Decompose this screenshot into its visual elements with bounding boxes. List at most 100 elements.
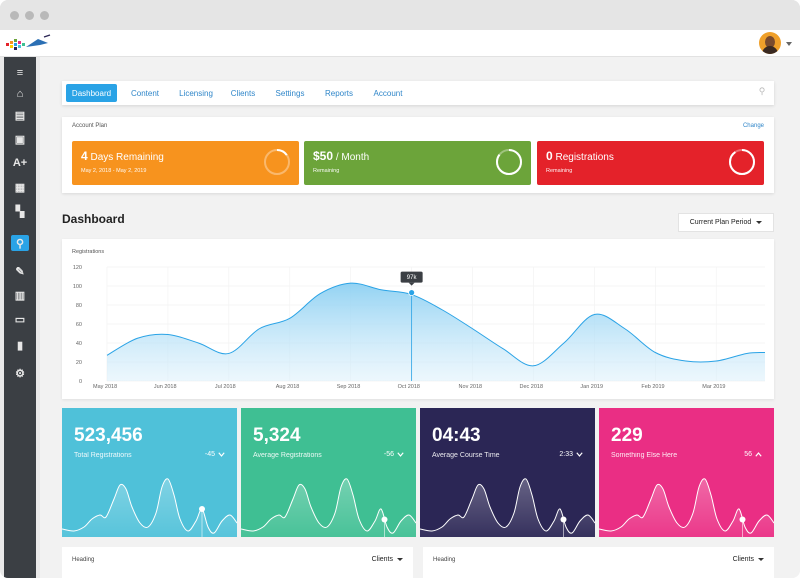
metric-delta: 2:33: [559, 451, 583, 458]
user-menu-caret-icon[interactable]: [786, 42, 792, 46]
sparkline-point[interactable]: [381, 516, 388, 523]
app-header: [0, 30, 800, 57]
metric-tile[interactable]: 229 Something Else Here 56: [599, 408, 774, 537]
x-tick-label: Sep 2018: [337, 384, 361, 390]
clients-dropdown[interactable]: Clients: [372, 556, 403, 563]
contact-icon[interactable]: ▣: [14, 133, 26, 146]
plan-stat-unit: / Month: [335, 152, 370, 163]
main-content: ⚲ Dashboard Content Licensing Clients Settin…: [40, 57, 800, 578]
change-plan-link[interactable]: Change: [742, 123, 764, 129]
progress-ring-icon: [496, 149, 522, 175]
chat-icon[interactable]: ▭: [14, 313, 26, 326]
registrations-chart: 0 20 40 60 80 100 120 May 2018 Jun 2018 Jul 2018 A…: [73, 265, 766, 390]
avatar-face: [765, 36, 775, 48]
metric-value: 04:43: [432, 425, 481, 446]
period-dropdown-label: Current Plan Period: [689, 219, 752, 226]
x-tick-label: Dec 2018: [519, 384, 543, 390]
metric-label: Average Registrations: [253, 452, 322, 459]
tooltip-box: [400, 271, 423, 283]
sparkline-point[interactable]: [739, 516, 746, 523]
plan-stat-subtext: Remaining: [313, 168, 340, 174]
y-tick-label: 80: [76, 303, 82, 309]
plan-stat-card: 0 Registrations Remaining: [537, 141, 764, 185]
bottom-card-right: Heading Clients: [423, 547, 774, 578]
menu-icon[interactable]: ≡: [16, 67, 24, 79]
tooltip-label: 97k: [407, 275, 418, 281]
sparkline-point[interactable]: [199, 506, 205, 512]
tab-account[interactable]: Account: [373, 88, 403, 98]
page-title: Dashboard: [62, 212, 125, 226]
metric-delta-value: 2:33: [559, 451, 573, 458]
bottom-heading: Heading: [72, 557, 95, 563]
plan-stat-number: 0: [546, 149, 553, 163]
grade-icon[interactable]: A+: [12, 157, 28, 169]
menu-toggle-icon[interactable]: ⚲: [758, 86, 766, 96]
plan-stat-unit: Days Remaining: [90, 152, 164, 163]
plan-stat-value: $50 / Month: [313, 149, 369, 163]
metric-delta-value: -56: [383, 451, 394, 458]
tab-reports[interactable]: Reports: [324, 88, 353, 98]
bottom-heading: Heading: [433, 557, 456, 563]
y-tick-label: 40: [76, 341, 82, 347]
tab-settings[interactable]: Settings: [275, 88, 305, 98]
registrations-line: [106, 282, 766, 367]
metric-value: 229: [611, 425, 643, 446]
sidebar: ≡ ⌂ ▤ ▣ A+ ▦ ▚ ⚲ ✎ ▥ ▭ ▮ ⚙: [4, 57, 36, 578]
top-tabs: ⚲ Dashboard Content Licensing Clients Settin…: [62, 81, 774, 105]
plan-stat-number: 4: [81, 149, 88, 163]
edit-icon[interactable]: ✎: [15, 265, 25, 278]
metric-tile[interactable]: 523,456 Total Registrations -45: [62, 408, 237, 537]
bottom-card-left: Heading Clients: [62, 547, 413, 578]
x-tick-label: Jul 2018: [215, 384, 236, 390]
metric-delta: -45: [205, 451, 225, 458]
window-titlebar: [0, 0, 800, 30]
chevron-down-icon: [758, 558, 764, 561]
tooltip-arrow: [408, 282, 415, 286]
window-minimize-button[interactable]: [25, 11, 34, 20]
home-icon[interactable]: ⌂: [16, 88, 24, 100]
metric-sparkline: [62, 478, 237, 537]
window-maximize-button[interactable]: [40, 11, 49, 20]
org-chart-icon[interactable]: ⚲: [11, 235, 29, 251]
book-icon[interactable]: ▤: [14, 109, 26, 122]
user-avatar[interactable]: [759, 32, 781, 54]
bar-chart-icon[interactable]: ▮: [16, 339, 24, 352]
progress-ring-icon: [729, 149, 755, 175]
y-tick-label: 100: [73, 284, 82, 290]
gear-icon[interactable]: ⚙: [15, 367, 25, 380]
y-tick-label: 60: [76, 322, 82, 328]
sparkline-line: [599, 478, 774, 534]
app-logo[interactable]: [4, 33, 54, 53]
plan-stat-value: 4 Days Remaining: [81, 149, 164, 163]
x-tick-label: May 2018: [93, 384, 117, 390]
tab-dashboard[interactable]: Dashboard: [66, 84, 117, 102]
plan-stat-card: 4 Days Remaining May 2, 2018 - May 2, 201…: [72, 141, 299, 185]
chevron-down-icon: [576, 452, 583, 457]
plan-stat-card: $50 / Month Remaining: [304, 141, 531, 185]
clients-dropdown[interactable]: Clients: [733, 556, 764, 563]
clients-dropdown-label: Clients: [371, 556, 393, 563]
sparkline-area: [420, 478, 595, 537]
period-dropdown[interactable]: Current Plan Period: [678, 213, 774, 232]
tab-licensing[interactable]: Licensing: [179, 88, 213, 98]
tab-clients[interactable]: Clients: [230, 88, 256, 98]
sparkline-line: [62, 478, 237, 534]
metric-tile[interactable]: 04:43 Average Course Time 2:33: [420, 408, 595, 537]
metric-tile[interactable]: 5,324 Average Registrations -56: [241, 408, 416, 537]
sparkline-point[interactable]: [560, 516, 567, 523]
account-plan-card: Account Plan Change 4 Days Remaining May …: [62, 117, 774, 193]
x-tick-label: Jan 2019: [580, 384, 603, 390]
calendar-icon[interactable]: ▦: [14, 181, 26, 194]
metric-label: Average Course Time: [432, 452, 500, 459]
plan-stat-number: $50: [313, 149, 334, 163]
tab-content[interactable]: Content: [130, 88, 160, 98]
metric-delta-value: -45: [204, 451, 215, 458]
window-close-button[interactable]: [10, 11, 19, 20]
sparkline-area: [599, 478, 774, 537]
registrations-area: [107, 283, 765, 381]
tooltip-point[interactable]: [408, 289, 416, 297]
chevron-down-icon: [397, 558, 403, 561]
layout-icon[interactable]: ▚: [15, 205, 25, 218]
id-card-icon[interactable]: ▥: [14, 289, 26, 302]
